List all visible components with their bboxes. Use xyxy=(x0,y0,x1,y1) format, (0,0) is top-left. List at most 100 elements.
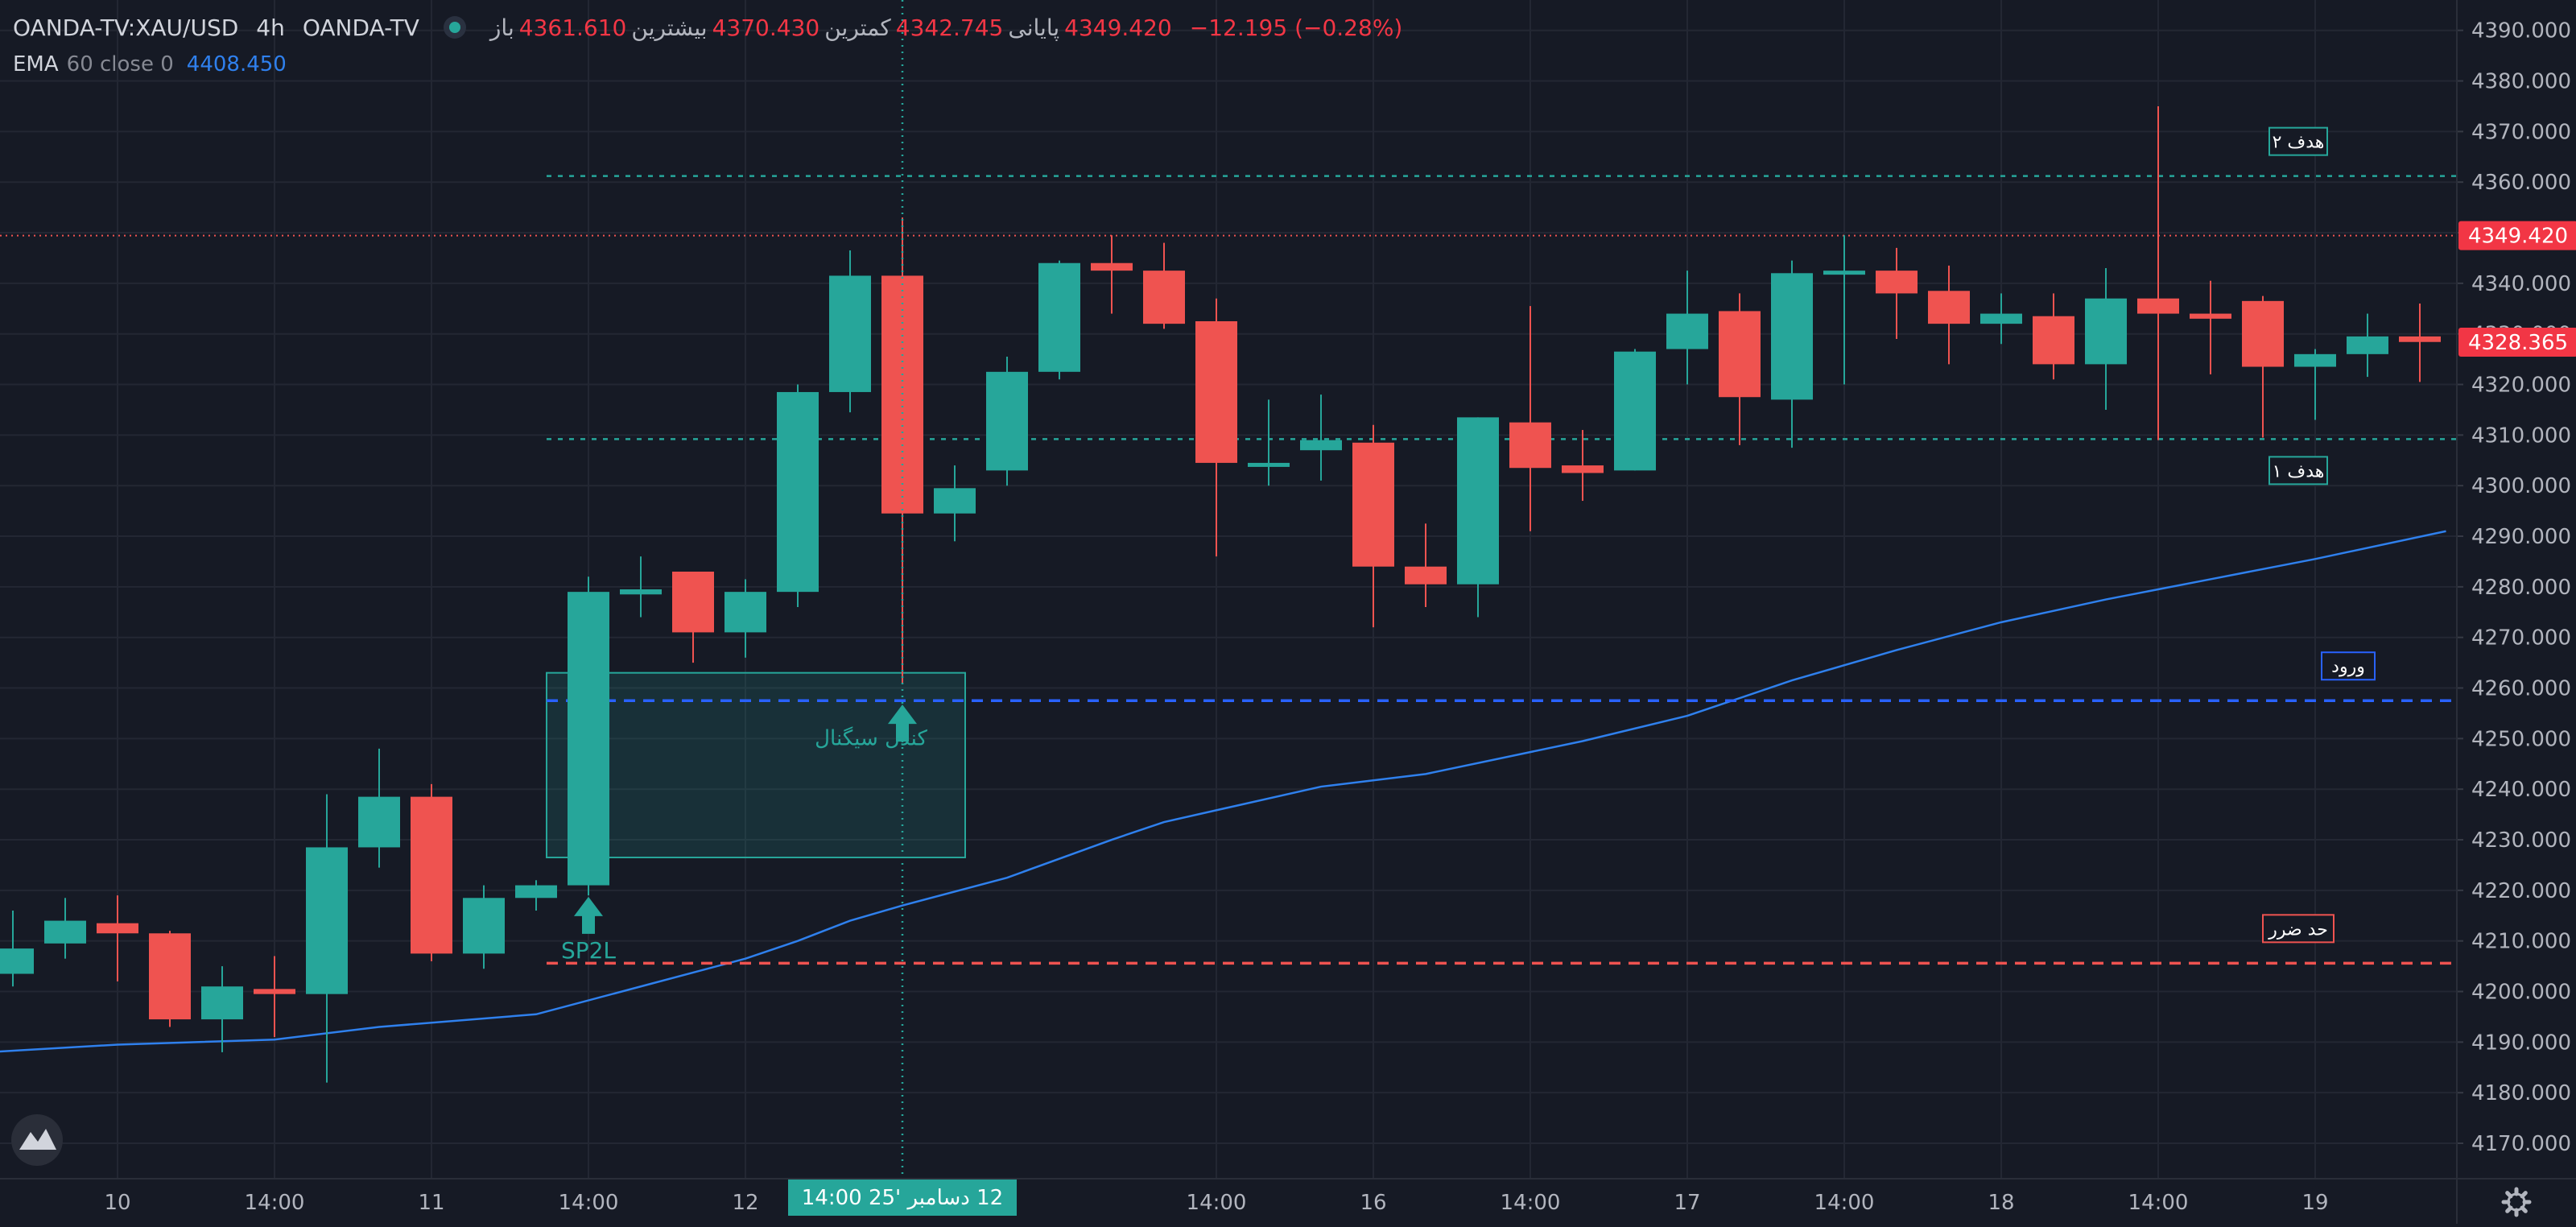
candle-body xyxy=(2399,336,2441,342)
candle-body xyxy=(2347,336,2388,354)
price-tick-label: 4240.000 xyxy=(2471,778,2571,802)
candle xyxy=(672,572,714,663)
candle xyxy=(934,465,976,542)
candle xyxy=(986,356,1028,486)
axis-badges: 4349.420 4328.365 xyxy=(2458,221,2576,357)
candle-body xyxy=(1666,313,1708,349)
candle xyxy=(1248,399,1290,486)
candle xyxy=(1352,424,1394,628)
time-tick-label: 14:00 xyxy=(2128,1191,2189,1215)
price-tick-label: 4180.000 xyxy=(2471,1081,2571,1105)
candle-body xyxy=(1876,271,1918,294)
candle-body xyxy=(2137,298,2179,314)
candle-body xyxy=(2085,298,2127,365)
tradingview-logo-bg xyxy=(11,1114,63,1166)
open-label: باز xyxy=(489,14,514,41)
candle-body xyxy=(1719,311,1761,398)
signal-box-rect xyxy=(546,671,966,859)
indicator-value: 4408.450 xyxy=(186,52,287,76)
stop-loss-label-box xyxy=(2262,914,2334,944)
candle xyxy=(568,576,609,896)
candle-body xyxy=(1195,320,1237,463)
candle-body xyxy=(254,989,295,994)
signal-box-label: کندل سیگنال xyxy=(815,726,927,751)
candle xyxy=(1457,417,1499,618)
indicator-legend[interactable]: EMA 60 close 0 4408.450 xyxy=(13,50,287,79)
time-tick-label: 19 xyxy=(2301,1191,2328,1215)
candle xyxy=(1719,293,1761,445)
timeframe-label[interactable]: 4h xyxy=(256,14,285,41)
candle-body xyxy=(149,933,191,1020)
candle-body xyxy=(1248,462,1290,467)
price-tick-label: 4260.000 xyxy=(2471,677,2571,701)
candle xyxy=(306,794,348,1083)
candle-body xyxy=(515,885,557,899)
low-label: کمترین xyxy=(824,14,891,41)
price-tick-label: 4340.000 xyxy=(2471,272,2571,296)
market-status-icon[interactable] xyxy=(443,16,466,39)
close-value: 4349.420 xyxy=(1064,14,1172,41)
tradingview-logo-shape xyxy=(19,1129,56,1150)
candle-body xyxy=(881,275,923,514)
price-tick-label: 4210.000 xyxy=(2471,930,2571,954)
price-axis[interactable]: 4390.0004380.0004370.0004360.0004350.000… xyxy=(2456,0,2571,1224)
candle xyxy=(620,556,662,618)
candle-body xyxy=(1352,442,1394,567)
candle xyxy=(724,579,766,658)
level-lines: هدف ۲ هدف ۱ ورود حد ضرر xyxy=(0,126,2457,965)
time-tick-label: 14:00 xyxy=(559,1191,619,1215)
candle-body xyxy=(463,898,505,954)
price-line-badge-box xyxy=(2458,221,2576,250)
candle-body xyxy=(1457,417,1499,585)
candle-body xyxy=(1038,262,1080,372)
candle-body xyxy=(620,589,662,595)
candle xyxy=(2033,293,2074,380)
candle-body xyxy=(1614,351,1656,471)
candle-body xyxy=(934,488,976,514)
last-price-badge-box xyxy=(2458,327,2576,357)
target-1-label: هدف ۱ xyxy=(2273,461,2325,481)
candle-body xyxy=(1980,313,2022,324)
price-tick-label: 4290.000 xyxy=(2471,525,2571,549)
price-line-badge-label: 4349.420 xyxy=(2468,225,2568,249)
data-source: OANDA-TV xyxy=(302,14,419,41)
time-axis[interactable]: 10 14:00 11 14:00 12 14:00 16 14:00 17 14:00 18 14:… xyxy=(0,1178,2576,1215)
candle-body xyxy=(724,592,766,633)
candle xyxy=(1771,260,1813,448)
last-price-badge-label: 4328.365 xyxy=(2468,331,2568,355)
candle-body xyxy=(2190,313,2231,319)
change-value: −12.195 (−0.28%) xyxy=(1189,14,1403,41)
candle-body xyxy=(829,275,871,392)
symbol-name[interactable]: OANDA-TV:XAU/USD xyxy=(13,14,239,41)
candle-body xyxy=(568,592,609,886)
grid-lines xyxy=(0,0,2457,1179)
tradingview-logo[interactable] xyxy=(11,1114,63,1166)
crosshair-time-label: 12 دسامبر '25 14:00 xyxy=(802,1186,1003,1210)
candle xyxy=(1091,235,1133,314)
candle xyxy=(2294,349,2336,420)
price-tick-label: 4250.000 xyxy=(2471,727,2571,751)
price-tick-label: 4170.000 xyxy=(2471,1132,2571,1156)
candle xyxy=(1195,298,1237,557)
price-tick-label: 4280.000 xyxy=(2471,576,2571,600)
candle xyxy=(2085,268,2127,410)
candle xyxy=(254,956,295,1038)
settings-gear-icon[interactable] xyxy=(2501,1187,2532,1217)
candle-body xyxy=(0,948,34,974)
high-label: بیشترین xyxy=(631,14,708,41)
candle-body xyxy=(411,796,452,954)
price-tick-label: 4230.000 xyxy=(2471,828,2571,853)
indicator-params: 60 close 0 xyxy=(66,52,174,76)
candle xyxy=(1143,242,1185,329)
crosshair: 12 دسامبر '25 14:00 xyxy=(788,0,1017,1216)
candle-body xyxy=(1928,291,1970,324)
ema-line xyxy=(0,530,2446,1053)
candle xyxy=(1614,349,1656,471)
target-2-label-box xyxy=(2268,126,2328,156)
candle-body xyxy=(986,371,1028,471)
candle-body xyxy=(306,847,348,994)
candle-body xyxy=(44,920,86,944)
price-tick-label: 4200.000 xyxy=(2471,981,2571,1005)
